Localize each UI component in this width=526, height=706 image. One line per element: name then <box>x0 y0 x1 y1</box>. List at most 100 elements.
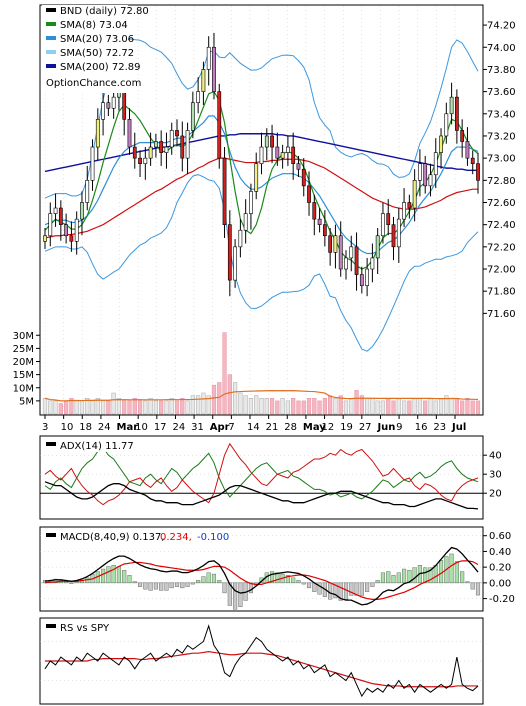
price-tick-label: 72.60 <box>487 198 516 209</box>
candle-body <box>444 113 449 137</box>
candle-body <box>164 146 169 153</box>
macd-histogram-bar <box>328 582 333 600</box>
macd-histogram-bar <box>190 582 195 585</box>
candle-body <box>312 202 317 220</box>
volume-bar <box>90 400 95 415</box>
candle-body <box>159 141 164 153</box>
volume-axis-ticks: 30M 25M 20M 15M 10M 5M <box>13 331 40 407</box>
legend-macd-signal: 0.234, <box>160 532 192 543</box>
candle-body <box>396 218 401 248</box>
macd-histogram-bar <box>127 575 132 584</box>
candle-body <box>349 246 354 259</box>
macd-histogram-bar <box>470 582 475 590</box>
candle-body <box>365 268 369 286</box>
macd-histogram-bar <box>101 568 106 584</box>
macd-histogram-bar <box>428 567 433 584</box>
plus-di-line <box>44 446 479 500</box>
adx-axis-ticks: 40 30 20 <box>483 451 502 500</box>
price-panel-frame <box>39 4 484 416</box>
volume-bar <box>354 390 359 415</box>
macd-histogram-bar <box>143 582 148 590</box>
candle-body <box>111 96 116 109</box>
macd-histogram-bar <box>217 580 222 584</box>
date-tick-label: 23 <box>433 422 446 433</box>
macd-histogram-bar <box>349 582 354 596</box>
volume-bar <box>227 374 232 415</box>
adx-legend-box <box>42 438 122 452</box>
candle-body <box>359 274 364 286</box>
macd-lines <box>44 546 479 606</box>
date-tick-label: 19 <box>340 422 353 433</box>
volume-bar <box>291 398 296 415</box>
candle-body <box>328 235 333 253</box>
volume-bar <box>285 400 291 415</box>
volume-bar <box>122 400 127 415</box>
price-tick-label: 73.80 <box>487 65 516 76</box>
candle-body <box>375 235 380 259</box>
candle-body <box>449 96 454 115</box>
candle-body <box>418 163 422 181</box>
volume-bar <box>106 400 111 415</box>
volume-bar <box>375 400 380 415</box>
macd-tick-label: 0.40 <box>489 547 511 558</box>
volume-bar <box>423 400 428 415</box>
price-tick-label: 71.80 <box>487 287 516 298</box>
volume-bar <box>433 400 438 415</box>
date-tick-label: May <box>303 422 326 433</box>
minus-di-line <box>44 442 479 506</box>
price-tick-label: 72.80 <box>487 176 516 187</box>
macd-histogram-bar <box>386 571 391 584</box>
volume-bar <box>365 398 370 415</box>
macd-histogram-bar <box>111 565 116 584</box>
legend-swatch-sma20 <box>46 36 56 40</box>
candle-body <box>185 130 190 159</box>
candle-body <box>190 102 195 131</box>
volume-tick-label: 15M <box>13 370 34 381</box>
candle-body <box>291 146 296 164</box>
volume-bar <box>301 400 306 415</box>
volume-bar <box>42 398 48 415</box>
macd-histogram-bar <box>391 575 396 584</box>
macd-histogram-bar <box>317 582 322 595</box>
candle-body <box>227 224 232 281</box>
rs-legend: RS vs SPY <box>42 620 110 634</box>
legend-macd: MACD(8,40,9) 0.137, <box>60 532 165 543</box>
macd-histogram-bar <box>211 573 217 584</box>
adx-line <box>44 481 479 510</box>
volume-bar <box>79 400 85 415</box>
candle-body <box>196 91 201 104</box>
volume-bar <box>153 400 158 415</box>
watermark: OptionChance.com <box>46 78 141 89</box>
macd-histogram-bar <box>291 577 296 584</box>
date-tick-label: 24 <box>98 422 111 433</box>
rs-lines <box>44 624 479 698</box>
candle-body <box>407 202 412 209</box>
volume-bar <box>116 398 122 415</box>
candle-body <box>307 185 311 203</box>
date-tick-label: 10 <box>135 422 148 433</box>
legend-rs: RS vs SPY <box>60 623 110 634</box>
candle-body <box>470 157 475 164</box>
volume-bar <box>232 382 238 415</box>
date-tick-label: Jul <box>451 422 466 433</box>
macd-histogram-bar <box>222 582 227 594</box>
candle-body <box>344 257 348 270</box>
candle-body <box>143 157 148 164</box>
volume-bar <box>322 398 327 415</box>
legend-sma20: SMA(20) 73.06 <box>60 34 134 45</box>
volume-bar <box>449 398 454 415</box>
volume-bar <box>312 398 317 415</box>
candle-body <box>90 146 95 181</box>
macd-histogram-bar <box>359 582 364 596</box>
volume-bar <box>127 400 132 415</box>
volume-bar <box>243 395 248 415</box>
candle-body <box>212 46 216 92</box>
price-tick-label: 71.60 <box>487 309 516 320</box>
candle-body <box>439 135 443 153</box>
candle-body <box>286 146 290 153</box>
volume-bar <box>438 398 444 415</box>
volume-bar <box>69 398 74 415</box>
volume-tick-label: 10M <box>13 383 34 394</box>
candle-body <box>58 207 63 225</box>
